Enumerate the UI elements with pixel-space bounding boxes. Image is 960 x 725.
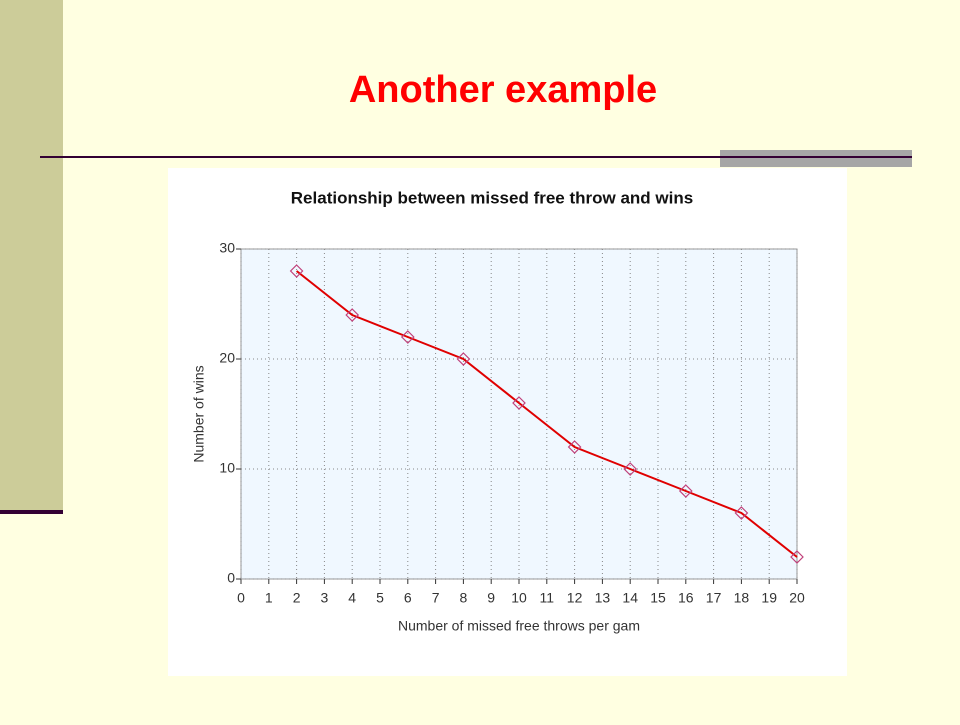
data-marker bbox=[567, 440, 582, 454]
data-line bbox=[295, 270, 798, 558]
x-tick-label: 17 bbox=[706, 590, 722, 606]
x-tick-label: 18 bbox=[734, 590, 750, 606]
x-tick-label: 2 bbox=[293, 590, 301, 606]
x-tick-label: 15 bbox=[650, 590, 666, 606]
title-rule bbox=[40, 156, 912, 158]
y-tick-label: 10 bbox=[219, 460, 235, 476]
data-marker bbox=[345, 308, 360, 322]
data-marker bbox=[790, 550, 804, 564]
x-tick-label: 8 bbox=[460, 590, 468, 606]
data-marker bbox=[734, 506, 749, 520]
y-axis-label: Number of wins bbox=[191, 365, 207, 462]
accent-block bbox=[720, 150, 912, 167]
y-tick-label: 20 bbox=[219, 350, 235, 366]
data-marker bbox=[400, 330, 415, 344]
x-tick-label: 7 bbox=[432, 590, 440, 606]
x-tick-label: 1 bbox=[265, 590, 273, 606]
x-tick-label: 11 bbox=[540, 590, 555, 606]
x-tick-label: 4 bbox=[348, 590, 356, 606]
data-marker bbox=[289, 264, 304, 278]
slide-title: Another example bbox=[349, 69, 657, 111]
x-tick-label: 19 bbox=[761, 590, 777, 606]
x-tick-label: 12 bbox=[567, 590, 583, 606]
y-tick-label: 30 bbox=[219, 240, 235, 256]
side-bar bbox=[0, 0, 63, 510]
data-marker bbox=[456, 352, 471, 366]
x-axis-label: Number of missed free throws per gam bbox=[398, 618, 640, 634]
x-tick-label: 6 bbox=[404, 590, 412, 606]
x-tick-label: 16 bbox=[678, 590, 694, 606]
x-tick-label: 14 bbox=[622, 590, 638, 606]
x-tick-label: 20 bbox=[789, 590, 805, 606]
chart-title: Relationship between missed free throw a… bbox=[291, 188, 693, 207]
x-tick-label: 13 bbox=[595, 590, 611, 606]
data-marker bbox=[623, 462, 638, 476]
x-tick-label: 9 bbox=[487, 590, 495, 606]
x-tick-label: 0 bbox=[237, 590, 245, 606]
data-marker bbox=[512, 396, 526, 410]
side-bar-rule bbox=[0, 510, 63, 514]
y-tick-label: 0 bbox=[227, 570, 235, 586]
x-tick-label: 5 bbox=[376, 590, 384, 606]
data-marker bbox=[678, 484, 693, 498]
x-tick-label: 10 bbox=[511, 590, 527, 606]
x-tick-label: 3 bbox=[321, 590, 329, 606]
